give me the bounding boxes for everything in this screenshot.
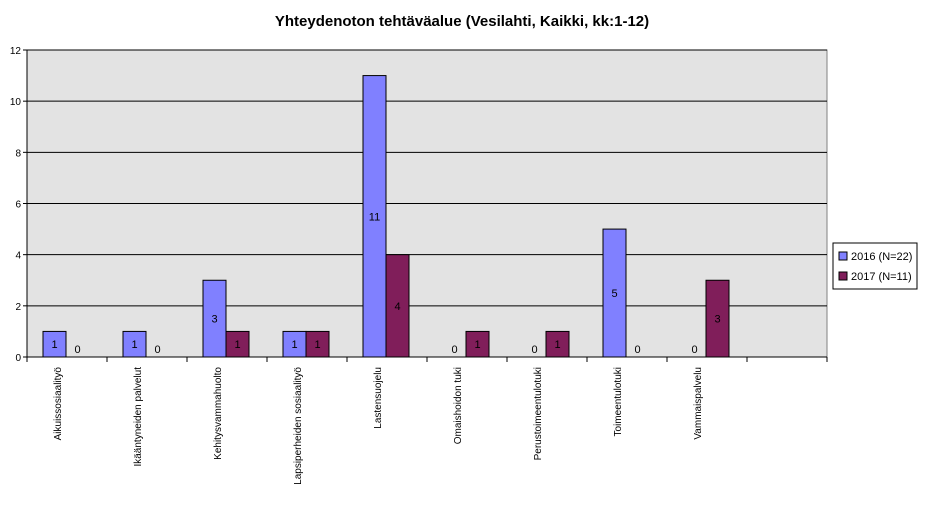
legend-swatch — [838, 271, 848, 281]
legend-entry: 2016 (N=22) — [851, 251, 912, 263]
legend: 2016 (N=22) 2017 (N=11) — [832, 242, 918, 290]
bar-series2 — [545, 330, 570, 358]
y-tick-label: 12 — [10, 46, 22, 57]
bar-series1 — [202, 279, 227, 358]
y-tick-label: 2 — [15, 302, 21, 313]
data-label: 4 — [394, 301, 400, 313]
data-label: 5 — [611, 288, 617, 300]
y-tick-label: 8 — [15, 148, 21, 159]
bar-series1 — [362, 75, 387, 358]
bar-series1 — [602, 228, 627, 358]
legend-swatch — [838, 251, 848, 261]
bar-series2 — [305, 330, 330, 358]
y-tick-label: 4 — [15, 251, 21, 262]
data-label: 1 — [51, 339, 57, 351]
bar-series1 — [42, 330, 67, 358]
category-label: Toimeentulotuki — [613, 367, 624, 436]
data-label: 1 — [554, 339, 560, 351]
chart-title: Yhteydenoton tehtäväalue (Vesilahti, Kai… — [275, 13, 649, 30]
category-label: Aikuissosiaalityö — [53, 367, 64, 441]
data-label: 0 — [74, 344, 80, 356]
data-label: 1 — [131, 339, 137, 351]
y-tick-label: 10 — [10, 97, 22, 108]
category-label: Ikääntyneiden palvelut — [133, 367, 144, 467]
y-tick-label: 0 — [15, 353, 21, 364]
category-label: Lapsiperheiden sosiaalityö — [293, 367, 304, 485]
data-label: 1 — [291, 339, 297, 351]
data-label: 1 — [234, 339, 240, 351]
bar-series2 — [385, 254, 410, 358]
data-label: 11 — [369, 211, 380, 223]
data-label: 0 — [691, 344, 697, 356]
bar-series1 — [122, 330, 147, 358]
y-tick-label: 6 — [15, 200, 21, 211]
category-label: Lastensuojelu — [373, 367, 384, 429]
data-label: 1 — [474, 339, 480, 351]
data-label: 0 — [634, 344, 640, 356]
data-label: 3 — [714, 314, 720, 326]
data-label: 0 — [531, 344, 537, 356]
legend-box — [832, 242, 918, 290]
bar-series2 — [225, 330, 250, 358]
data-label: 3 — [211, 314, 217, 326]
data-label: 0 — [154, 344, 160, 356]
data-label: 1 — [314, 339, 320, 351]
legend-entry: 2017 (N=11) — [851, 271, 912, 283]
bar-series2 — [465, 330, 490, 358]
bar-series2 — [705, 279, 730, 358]
category-label: Perustoimeentulotuki — [533, 367, 544, 460]
category-label: Omaishoidon tuki — [453, 367, 464, 444]
category-label: Kehitysvammahuolto — [213, 367, 224, 460]
category-label: Vammaispalvelu — [693, 367, 704, 440]
data-label: 0 — [451, 344, 457, 356]
